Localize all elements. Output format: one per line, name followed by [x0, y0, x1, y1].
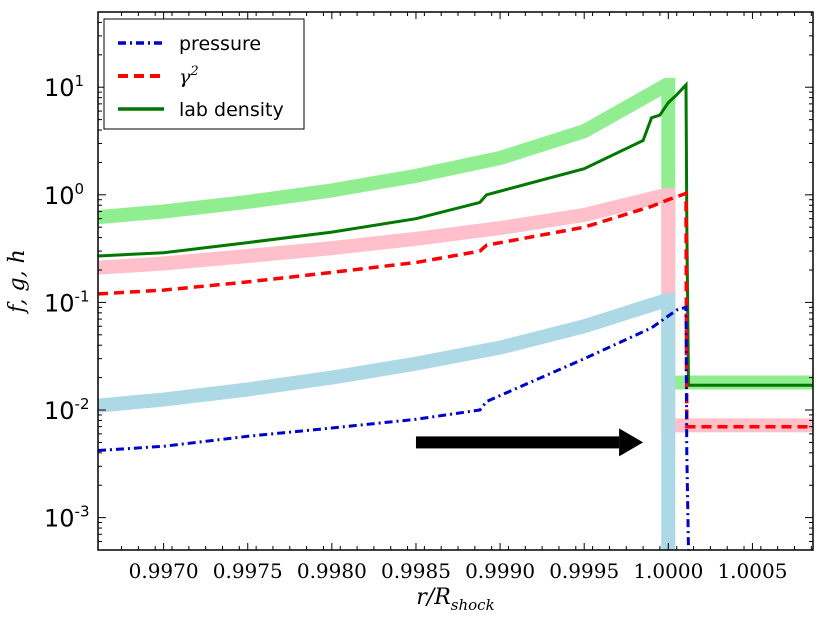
y-tick-label: 10-2 — [44, 395, 90, 425]
legend-label: lab density — [179, 99, 284, 121]
plot-frame — [97, 11, 814, 551]
arrow-annotation — [415, 428, 644, 457]
x-tick-label: 0.9990 — [465, 559, 535, 583]
x-tick-label: 1.0000 — [633, 559, 703, 583]
series-line-0 — [98, 77, 813, 390]
x-axis-label: r/Rshock — [416, 585, 494, 614]
x-tick-label: 0.9970 — [129, 559, 199, 583]
legend-label: γ2 — [179, 64, 199, 88]
annotation-layer — [415, 428, 644, 457]
series-line-5 — [98, 305, 690, 550]
legend-label: pressure — [179, 33, 261, 55]
x-tick-label: 0.9985 — [381, 559, 451, 583]
y-tick-label: 10-1 — [44, 287, 90, 317]
x-tick-label: 0.9975 — [213, 559, 283, 583]
x-tick-label: 0.9995 — [549, 559, 619, 583]
series-line-4 — [98, 190, 813, 429]
series-line-2 — [98, 293, 676, 550]
y-tick-label: 100 — [44, 180, 84, 210]
series-layer — [98, 77, 813, 550]
tick-layer: 0.9970 0.9975 0.9980 0.9985 0.9990 0.9995 1.00… — [44, 11, 813, 583]
arrow-head — [619, 428, 644, 457]
series-line-3 — [98, 81, 813, 387]
y-axis-label: f, g, h — [5, 249, 30, 315]
y-tick-label: 101 — [44, 72, 84, 102]
x-tick-label: 1.0005 — [717, 559, 787, 583]
y-tick-label: 10-3 — [44, 503, 90, 533]
legend: pressure γ2 lab density — [103, 18, 305, 130]
arrow-shaft — [415, 436, 620, 449]
x-tick-label: 0.9980 — [297, 559, 367, 583]
series-line-1 — [98, 187, 813, 433]
